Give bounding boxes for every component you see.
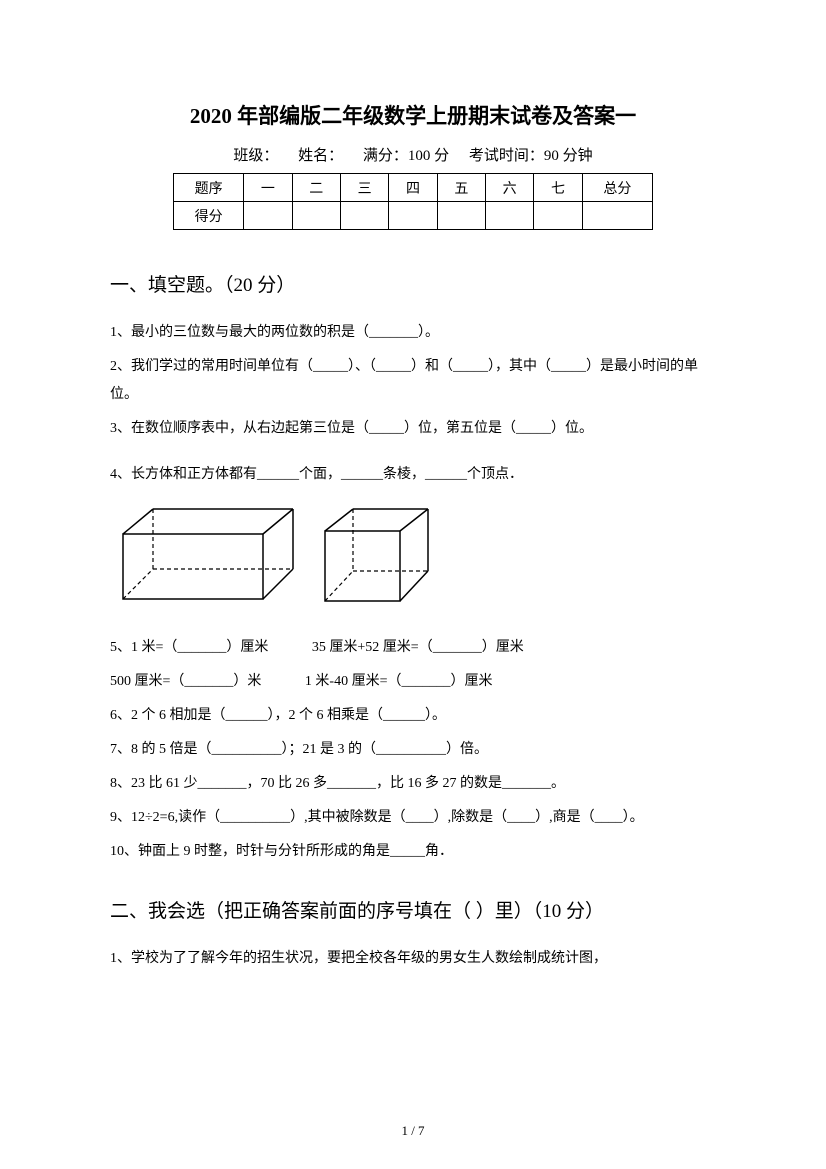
q5c: 500 厘米=（_______）米 bbox=[110, 674, 261, 689]
score-cell bbox=[340, 202, 388, 230]
info-line: 班级： 姓名： 满分：100 分 考试时间：90 分钟 bbox=[110, 144, 716, 165]
question-text: 4、长方体和正方体都有______个面，______条棱，______个顶点． bbox=[110, 461, 716, 489]
section1-heading: 一、填空题。（20 分） bbox=[110, 270, 716, 297]
class-label: 班级： bbox=[233, 148, 278, 164]
q5b: 35 厘米+52 厘米=（_______）厘米 bbox=[312, 640, 524, 655]
question-text: 10、钟面上 9 时整，时针与分针所形成的角是_____角． bbox=[110, 838, 716, 866]
time-label: 考试时间：90 分钟 bbox=[469, 148, 593, 164]
question-text: 6、2 个 6 相加是（______），2 个 6 相乘是（______）。 bbox=[110, 702, 716, 730]
question-text: 7、8 的 5 倍是（__________）；21 是 3 的（________… bbox=[110, 736, 716, 764]
th-col: 七 bbox=[534, 174, 582, 202]
question-text: 1、学校为了了解今年的招生状况，要把全校各年级的男女生人数绘制成统计图， bbox=[110, 945, 716, 973]
th-col: 二 bbox=[292, 174, 340, 202]
score-cell bbox=[244, 202, 292, 230]
question-text: 500 厘米=（_______）米 1 米-40 厘米=（_______）厘米 bbox=[110, 668, 716, 696]
score-cell bbox=[292, 202, 340, 230]
th-col: 三 bbox=[340, 174, 388, 202]
fullscore-label: 满分：100 分 bbox=[363, 148, 449, 164]
question-text: 5、1 米=（_______）厘米 35 厘米+52 厘米=（_______）厘… bbox=[110, 634, 716, 662]
score-cell bbox=[582, 202, 652, 230]
section2-heading: 二、我会选（把正确答案前面的序号填在（ ）里）（10 分） bbox=[110, 896, 716, 923]
q5a: 5、1 米=（_______）厘米 bbox=[110, 640, 268, 655]
th-total: 总分 bbox=[582, 174, 652, 202]
score-table: 题序 一 二 三 四 五 六 七 总分 得分 bbox=[173, 173, 653, 230]
cuboid-cube-svg bbox=[115, 501, 435, 611]
th-col: 五 bbox=[437, 174, 485, 202]
th-col: 一 bbox=[244, 174, 292, 202]
score-cell bbox=[534, 202, 582, 230]
th-col: 六 bbox=[486, 174, 534, 202]
page-footer: 1 / 7 bbox=[0, 1123, 826, 1139]
question-text: 2、我们学过的常用时间单位有（_____）、（_____）和（_____），其中… bbox=[110, 353, 716, 409]
th-col: 四 bbox=[389, 174, 437, 202]
score-cell bbox=[437, 202, 485, 230]
th-label: 题序 bbox=[174, 174, 244, 202]
page-title: 2020 年部编版二年级数学上册期末试卷及答案一 bbox=[110, 100, 716, 130]
score-cell bbox=[486, 202, 534, 230]
table-row: 题序 一 二 三 四 五 六 七 总分 bbox=[174, 174, 653, 202]
question-text: 3、在数位顺序表中，从右边起第三位是（_____）位，第五位是（_____）位。 bbox=[110, 415, 716, 443]
question-text: 8、23 比 61 少_______，70 比 26 多_______，比 16… bbox=[110, 770, 716, 798]
name-label: 姓名： bbox=[298, 148, 343, 164]
question-text: 1、最小的三位数与最大的两位数的积是（_______）。 bbox=[110, 319, 716, 347]
table-row: 得分 bbox=[174, 202, 653, 230]
q5d: 1 米-40 厘米=（_______）厘米 bbox=[305, 674, 493, 689]
question-text: 9、12÷2=6,读作（__________）,其中被除数是（____）,除数是… bbox=[110, 804, 716, 832]
shapes-diagram bbox=[115, 501, 716, 616]
score-label: 得分 bbox=[174, 202, 244, 230]
score-cell bbox=[389, 202, 437, 230]
